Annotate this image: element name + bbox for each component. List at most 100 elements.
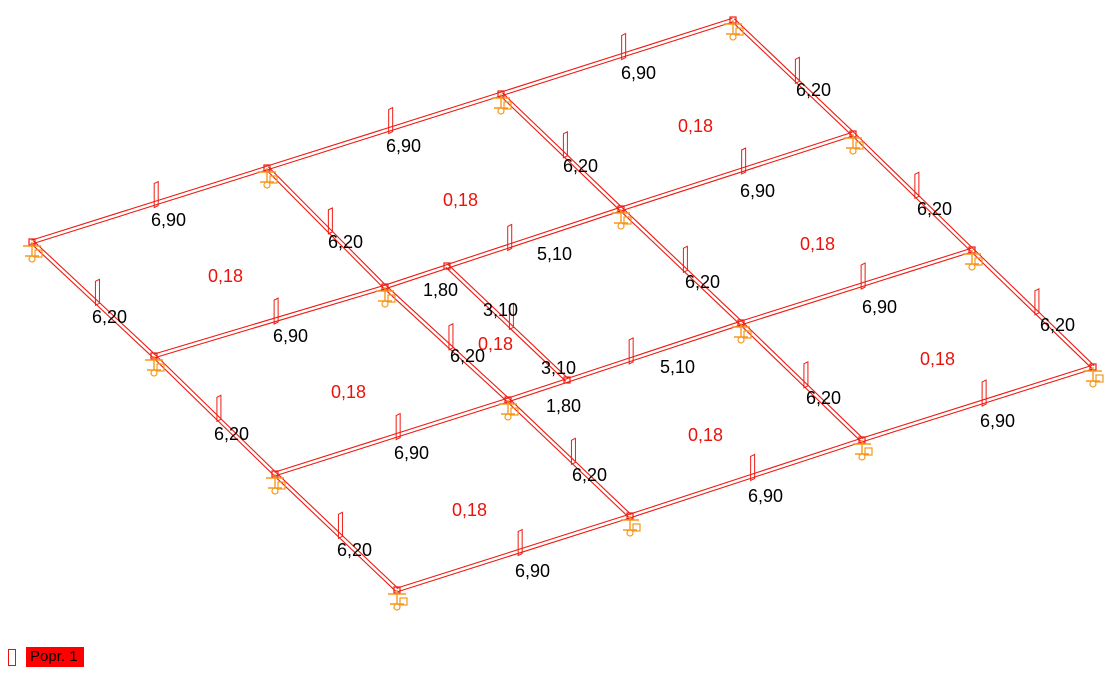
load-marker [682, 245, 688, 274]
beam-label: 6,20 [685, 272, 720, 292]
load-marker [794, 56, 800, 85]
load-marker [508, 302, 514, 331]
beam-label: 6,90 [151, 210, 186, 230]
beam-line [31, 165, 267, 241]
beam-line [972, 248, 1095, 367]
support-pin [626, 529, 634, 537]
legend-swatch [8, 648, 16, 666]
support-block [399, 597, 408, 606]
beam-label: 6,20 [572, 465, 607, 485]
beam-line [32, 240, 156, 356]
area-load-label: 0,18 [678, 116, 713, 136]
beam-line [445, 266, 567, 382]
beam-line [501, 21, 734, 97]
beam-label: 5,10 [660, 357, 695, 377]
load-marker [448, 322, 454, 351]
beam-line [275, 472, 399, 590]
support-leg [844, 134, 862, 149]
beam-line [275, 401, 509, 477]
beam-label: 6,20 [917, 199, 952, 219]
area-load-label: 0,18 [920, 349, 955, 369]
beam-line [739, 323, 862, 442]
load-marker [388, 106, 394, 135]
support-symbol [258, 168, 278, 189]
beam-line [154, 288, 386, 359]
support-block [743, 330, 752, 339]
beam-line [621, 207, 743, 323]
beam-label: 3,10 [483, 300, 518, 320]
support-block [510, 407, 519, 416]
beam-label: 6,20 [92, 307, 127, 327]
beam-line [267, 166, 387, 287]
beam-line [861, 364, 1093, 439]
support-leg [388, 590, 406, 605]
beam-line [851, 134, 972, 252]
load-marker [750, 453, 756, 482]
load-marker [570, 437, 576, 466]
support-leg [1084, 367, 1102, 382]
support-symbol [23, 242, 43, 263]
beam-line [397, 517, 631, 593]
support-symbol [724, 20, 744, 41]
beam-line [620, 131, 853, 208]
support-leg [145, 356, 163, 371]
load-marker [517, 528, 523, 557]
beam-line [30, 242, 154, 358]
beam-line [501, 92, 623, 209]
beam-line [862, 368, 1094, 443]
beam-line [265, 168, 385, 289]
support-pin [617, 222, 625, 230]
beam-line [154, 354, 277, 474]
beam-label: 6,20 [328, 232, 363, 252]
load-marker [395, 412, 401, 441]
support-leg [621, 516, 639, 531]
support-symbol [499, 400, 519, 421]
support-pin [150, 369, 158, 377]
beam-label: 6,90 [862, 297, 897, 317]
load-marker [273, 297, 279, 325]
beam-label: 6,20 [806, 388, 841, 408]
support-leg [853, 440, 871, 455]
support-pin [263, 181, 271, 189]
load-marker [94, 278, 100, 307]
support-symbol [388, 590, 408, 611]
node-marker [443, 262, 451, 270]
support-pin [729, 33, 737, 41]
beam-label: 6,90 [740, 181, 775, 201]
load-marker [216, 394, 222, 423]
support-leg [492, 94, 510, 109]
area-load-label: 0,18 [688, 425, 723, 445]
support-symbol [853, 440, 873, 461]
support-block [864, 447, 873, 456]
beam-label: 6,90 [394, 443, 429, 463]
support-leg [376, 287, 394, 302]
support-block [1095, 374, 1104, 383]
support-symbol [492, 94, 512, 115]
beam-line [32, 169, 268, 245]
beam-line [274, 397, 508, 473]
support-block [855, 141, 864, 150]
support-leg [266, 474, 284, 489]
node-marker [563, 376, 571, 384]
beams-layer [30, 17, 1095, 593]
support-block [735, 27, 744, 36]
load-marker [153, 180, 159, 209]
beam-label: 1,80 [423, 280, 458, 300]
beam-line [506, 400, 630, 518]
beam-line [740, 247, 972, 322]
support-symbol [376, 287, 396, 308]
load-marker [914, 171, 920, 200]
beam-line [267, 95, 502, 171]
beam-label: 6,90 [386, 136, 421, 156]
load-marker [507, 223, 513, 252]
support-leg [724, 20, 742, 35]
beam-label: 6,90 [273, 326, 308, 346]
support-symbol [612, 209, 632, 230]
support-symbol [145, 356, 165, 377]
load-marker [562, 130, 568, 159]
beam-label: 6,90 [621, 63, 656, 83]
load-marker [741, 147, 747, 175]
beam-line [508, 398, 632, 516]
beam-line [630, 441, 863, 519]
beam-label: 5,10 [537, 244, 572, 264]
